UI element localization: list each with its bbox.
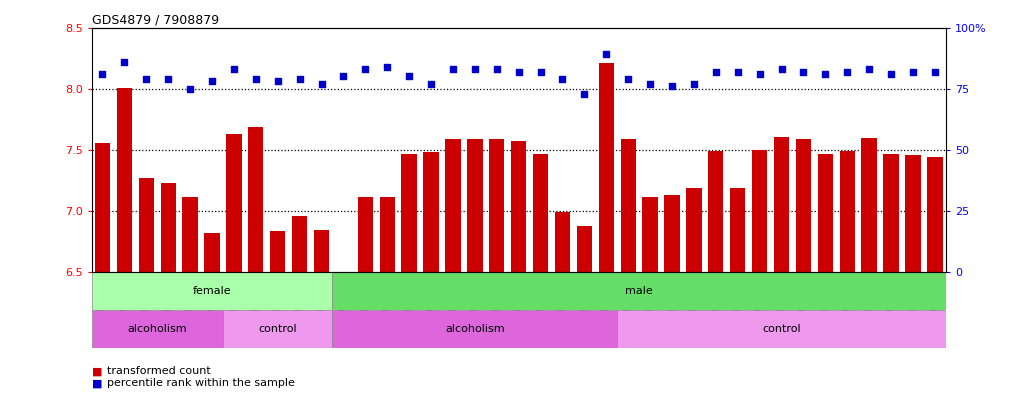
Bar bbox=[423, 152, 438, 272]
Text: transformed count: transformed count bbox=[107, 366, 211, 376]
Point bbox=[488, 66, 504, 72]
Bar bbox=[358, 196, 373, 272]
Text: GDS4879 / 7908879: GDS4879 / 7908879 bbox=[92, 13, 219, 26]
Bar bbox=[292, 216, 307, 272]
Bar bbox=[577, 226, 592, 272]
Bar bbox=[314, 230, 330, 272]
Text: male: male bbox=[625, 286, 653, 296]
Point bbox=[729, 68, 745, 75]
Bar bbox=[445, 139, 461, 272]
Point bbox=[138, 76, 155, 82]
Point bbox=[883, 71, 899, 77]
Point bbox=[708, 68, 724, 75]
Text: female: female bbox=[192, 286, 231, 296]
Point bbox=[357, 66, 373, 72]
Bar bbox=[467, 139, 482, 272]
Bar bbox=[555, 213, 571, 272]
Point bbox=[685, 81, 702, 87]
Bar bbox=[226, 134, 242, 272]
Point bbox=[292, 76, 308, 82]
Point bbox=[401, 73, 417, 80]
Bar bbox=[92, 272, 333, 310]
Point bbox=[270, 78, 286, 84]
Point bbox=[160, 76, 176, 82]
Bar bbox=[271, 231, 286, 272]
Text: percentile rank within the sample: percentile rank within the sample bbox=[107, 378, 295, 388]
Bar bbox=[248, 127, 263, 272]
Bar bbox=[117, 88, 132, 272]
Bar bbox=[795, 139, 812, 272]
Bar bbox=[489, 139, 504, 272]
Point bbox=[336, 73, 352, 80]
Point bbox=[664, 83, 680, 90]
Text: ■: ■ bbox=[92, 378, 102, 388]
Point bbox=[203, 78, 220, 84]
Point bbox=[598, 51, 614, 58]
Bar bbox=[92, 310, 223, 348]
Point bbox=[182, 86, 198, 92]
Point bbox=[226, 66, 242, 72]
Point bbox=[379, 64, 396, 70]
Bar bbox=[840, 151, 855, 272]
Point bbox=[642, 81, 658, 87]
Bar bbox=[533, 154, 548, 272]
Point bbox=[773, 66, 789, 72]
Bar bbox=[774, 136, 789, 272]
Text: control: control bbox=[258, 324, 297, 334]
Point bbox=[752, 71, 768, 77]
Point bbox=[905, 68, 921, 75]
Bar bbox=[620, 139, 636, 272]
Bar bbox=[182, 196, 197, 272]
Bar bbox=[708, 151, 723, 272]
Bar bbox=[643, 196, 658, 272]
Point bbox=[577, 90, 593, 97]
Bar bbox=[730, 188, 745, 272]
Text: ■: ■ bbox=[92, 366, 102, 376]
Bar bbox=[905, 155, 920, 272]
Text: alcoholism: alcoholism bbox=[445, 324, 504, 334]
Point bbox=[533, 68, 549, 75]
Bar bbox=[204, 233, 220, 272]
Point bbox=[818, 71, 834, 77]
Bar bbox=[138, 178, 154, 272]
Bar bbox=[161, 183, 176, 272]
Bar bbox=[752, 150, 767, 272]
Point bbox=[423, 81, 439, 87]
Point bbox=[926, 68, 943, 75]
Text: alcoholism: alcoholism bbox=[127, 324, 187, 334]
Point bbox=[313, 81, 330, 87]
Point bbox=[839, 68, 855, 75]
Bar bbox=[379, 196, 395, 272]
Bar bbox=[402, 154, 417, 272]
Point bbox=[95, 71, 111, 77]
Bar bbox=[664, 195, 679, 272]
Point bbox=[467, 66, 483, 72]
Bar bbox=[686, 188, 702, 272]
Bar bbox=[928, 157, 943, 272]
Bar bbox=[617, 310, 946, 348]
Bar bbox=[333, 310, 617, 348]
Point bbox=[248, 76, 264, 82]
Point bbox=[795, 68, 812, 75]
Bar bbox=[861, 138, 877, 272]
Point bbox=[620, 76, 637, 82]
Text: control: control bbox=[762, 324, 800, 334]
Point bbox=[116, 59, 132, 65]
Bar bbox=[95, 143, 110, 272]
Bar bbox=[818, 154, 833, 272]
Point bbox=[511, 68, 527, 75]
Point bbox=[554, 76, 571, 82]
Point bbox=[444, 66, 461, 72]
Bar bbox=[884, 154, 899, 272]
Bar bbox=[333, 272, 946, 310]
Bar bbox=[223, 310, 333, 348]
Bar bbox=[511, 141, 527, 272]
Point bbox=[861, 66, 878, 72]
Bar bbox=[599, 63, 614, 272]
